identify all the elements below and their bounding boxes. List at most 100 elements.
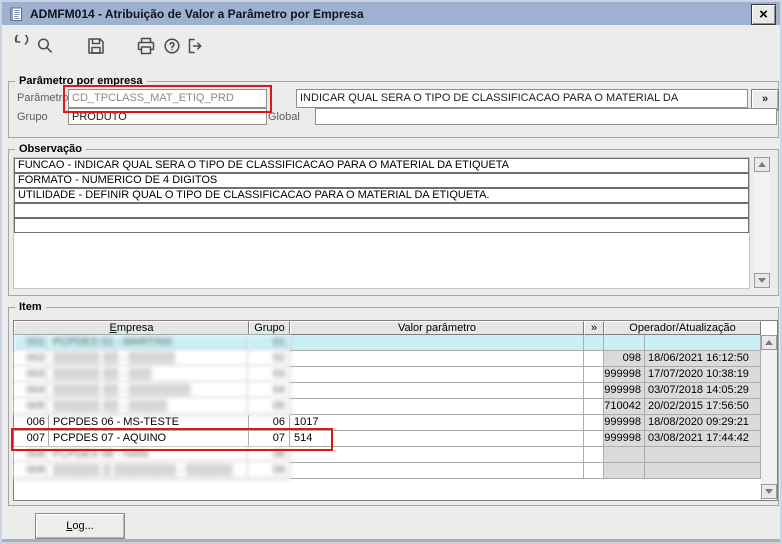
cell-grupo[interactable]: 04 bbox=[249, 383, 290, 399]
cell-atualizacao[interactable] bbox=[645, 447, 761, 463]
cell-operador[interactable] bbox=[604, 463, 645, 479]
cell-valor-parametro[interactable]: 514 bbox=[290, 431, 584, 447]
undo-icon[interactable] bbox=[8, 34, 32, 58]
cell-row-number[interactable]: 009 bbox=[14, 463, 49, 479]
table-row[interactable]: 001 PCPDES 01 - MARTINS 01 bbox=[14, 335, 761, 351]
observacao-memo[interactable]: FUNCAO - INDICAR QUAL SERA O TIPO DE CLA… bbox=[13, 157, 750, 289]
table-row[interactable]: 006 PCPDES 06 - MS-TESTE 06 1017 999998 … bbox=[14, 415, 761, 431]
observacao-group-title: Observação bbox=[15, 142, 86, 156]
table-row[interactable]: 008 PCPDES 08 - IVAN 08 bbox=[14, 447, 761, 463]
cell-empresa[interactable]: ▒▒▒▒▒▒ ▒▒ - ▒▒▒▒▒▒ bbox=[49, 351, 249, 367]
cell-empresa[interactable]: ▒▒▒▒▒▒ ▒▒ - ▒▒▒▒▒▒▒▒ bbox=[49, 383, 249, 399]
save-icon[interactable] bbox=[84, 34, 108, 58]
cell-atualizacao[interactable] bbox=[645, 335, 761, 351]
grupo-label: Grupo bbox=[17, 111, 48, 123]
cell-valor-parametro[interactable] bbox=[290, 367, 584, 383]
print-icon[interactable] bbox=[134, 34, 158, 58]
cell-row-number[interactable]: 006 bbox=[14, 415, 49, 431]
cell-chevron[interactable] bbox=[584, 335, 604, 351]
scroll-down-icon[interactable] bbox=[761, 484, 777, 499]
cell-row-number[interactable]: 001 bbox=[14, 335, 49, 351]
cell-grupo[interactable]: 05 bbox=[249, 399, 290, 415]
cell-atualizacao[interactable]: 18/06/2021 16:12:50 bbox=[645, 351, 761, 367]
cell-operador[interactable]: 999998 bbox=[604, 431, 645, 447]
column-header-grupo[interactable]: Grupo bbox=[249, 321, 290, 335]
cell-empresa[interactable]: PCPDES 08 - IVAN bbox=[49, 447, 249, 463]
cell-operador[interactable]: 999998 bbox=[604, 367, 645, 383]
cell-valor-parametro[interactable]: 1017 bbox=[290, 415, 584, 431]
column-header-empresa[interactable]: Empresa bbox=[14, 321, 249, 335]
observacao-groupbox: Observação FUNCAO - INDICAR QUAL SERA O … bbox=[8, 142, 779, 296]
cell-row-number[interactable]: 003 bbox=[14, 367, 49, 383]
cell-chevron[interactable] bbox=[584, 463, 604, 479]
table-row[interactable]: 007 PCPDES 07 - AQUINO 07 514 999998 03/… bbox=[14, 431, 761, 447]
global-field[interactable] bbox=[315, 108, 777, 125]
cell-valor-parametro[interactable] bbox=[290, 335, 584, 351]
param-description-field[interactable]: INDICAR QUAL SERA O TIPO DE CLASSIFICACA… bbox=[296, 89, 748, 108]
exit-icon[interactable] bbox=[183, 34, 207, 58]
table-row[interactable]: 009 ▒▒▒▒▒▒ ▒ ▒▒▒▒▒▒▒▒ - ▒▒▒▒▒▒ 09 bbox=[14, 463, 761, 479]
cell-empresa[interactable]: PCPDES 06 - MS-TESTE bbox=[49, 415, 249, 431]
cell-grupo[interactable]: 03 bbox=[249, 367, 290, 383]
cell-chevron[interactable] bbox=[584, 399, 604, 415]
cell-operador[interactable]: 098 bbox=[604, 351, 645, 367]
cell-operador[interactable]: 710042 bbox=[604, 399, 645, 415]
scroll-up-icon[interactable] bbox=[754, 157, 770, 172]
table-row[interactable]: 002 ▒▒▒▒▒▒ ▒▒ - ▒▒▒▒▒▒ 02 098 18/06/2021… bbox=[14, 351, 761, 367]
cell-atualizacao[interactable]: 17/07/2020 10:38:19 bbox=[645, 367, 761, 383]
cell-row-number[interactable]: 002 bbox=[14, 351, 49, 367]
cell-empresa[interactable]: ▒▒▒▒▒▒ ▒▒ - ▒▒▒▒▒ bbox=[49, 399, 249, 415]
table-row[interactable]: 003 ▒▒▒▒▒▒ ▒▒ - ▒▒▒ 03 999998 17/07/2020… bbox=[14, 367, 761, 383]
cell-valor-parametro[interactable] bbox=[290, 351, 584, 367]
cell-operador[interactable] bbox=[604, 447, 645, 463]
cell-grupo[interactable]: 01 bbox=[249, 335, 290, 351]
cell-row-number[interactable]: 008 bbox=[14, 447, 49, 463]
cell-chevron[interactable] bbox=[584, 367, 604, 383]
cell-operador[interactable] bbox=[604, 335, 645, 351]
column-header-valor[interactable]: Valor parâmetro bbox=[290, 321, 584, 335]
cell-row-number[interactable]: 004 bbox=[14, 383, 49, 399]
cell-empresa[interactable]: ▒▒▒▒▒▒ ▒ ▒▒▒▒▒▒▒▒ - ▒▒▒▒▒▒ bbox=[49, 463, 249, 479]
cell-atualizacao[interactable]: 18/08/2020 09:29:21 bbox=[645, 415, 761, 431]
cell-valor-parametro[interactable] bbox=[290, 447, 584, 463]
cell-grupo[interactable]: 09 bbox=[249, 463, 290, 479]
param-code-field[interactable]: CD_TPCLASS_MAT_ETIQ_PRD bbox=[68, 89, 267, 108]
cell-chevron[interactable] bbox=[584, 447, 604, 463]
cell-operador[interactable]: 999998 bbox=[604, 383, 645, 399]
help-icon[interactable] bbox=[160, 34, 184, 58]
cell-grupo[interactable]: 08 bbox=[249, 447, 290, 463]
cell-atualizacao[interactable]: 20/02/2015 17:56:50 bbox=[645, 399, 761, 415]
scroll-up-icon[interactable] bbox=[761, 335, 777, 350]
cell-chevron[interactable] bbox=[584, 351, 604, 367]
cell-chevron[interactable] bbox=[584, 415, 604, 431]
scroll-down-icon[interactable] bbox=[754, 273, 770, 288]
cell-empresa[interactable]: PCPDES 01 - MARTINS bbox=[49, 335, 249, 351]
cell-valor-parametro[interactable] bbox=[290, 383, 584, 399]
cell-chevron[interactable] bbox=[584, 431, 604, 447]
cell-grupo[interactable]: 07 bbox=[249, 431, 290, 447]
cell-grupo[interactable]: 06 bbox=[249, 415, 290, 431]
observacao-line bbox=[14, 203, 749, 218]
cell-atualizacao[interactable]: 03/08/2021 17:44:42 bbox=[645, 431, 761, 447]
cell-row-number[interactable]: 007 bbox=[14, 431, 49, 447]
log-button[interactable]: Log... bbox=[35, 513, 125, 539]
cell-atualizacao[interactable] bbox=[645, 463, 761, 479]
search-icon[interactable] bbox=[33, 34, 57, 58]
cell-atualizacao[interactable]: 03/07/2018 14:05:29 bbox=[645, 383, 761, 399]
cell-valor-parametro[interactable] bbox=[290, 463, 584, 479]
cell-row-number[interactable]: 005 bbox=[14, 399, 49, 415]
item-grid-scrollbar[interactable] bbox=[761, 335, 777, 499]
cell-operador[interactable]: 999998 bbox=[604, 415, 645, 431]
grupo-field[interactable]: PRODUTO bbox=[68, 108, 267, 125]
cell-grupo[interactable]: 02 bbox=[249, 351, 290, 367]
column-header-chevron[interactable]: » bbox=[584, 321, 604, 335]
table-row[interactable]: 004 ▒▒▒▒▒▒ ▒▒ - ▒▒▒▒▒▒▒▒ 04 999998 03/07… bbox=[14, 383, 761, 399]
cell-empresa[interactable]: ▒▒▒▒▒▒ ▒▒ - ▒▒▒ bbox=[49, 367, 249, 383]
table-row[interactable]: 005 ▒▒▒▒▒▒ ▒▒ - ▒▒▒▒▒ 05 710042 20/02/20… bbox=[14, 399, 761, 415]
cell-chevron[interactable] bbox=[584, 383, 604, 399]
column-header-operador[interactable]: Operador/Atualização bbox=[604, 321, 761, 335]
close-button[interactable]: × bbox=[751, 4, 776, 25]
cell-valor-parametro[interactable] bbox=[290, 399, 584, 415]
observacao-scrollbar[interactable] bbox=[754, 157, 770, 288]
cell-empresa[interactable]: PCPDES 07 - AQUINO bbox=[49, 431, 249, 447]
